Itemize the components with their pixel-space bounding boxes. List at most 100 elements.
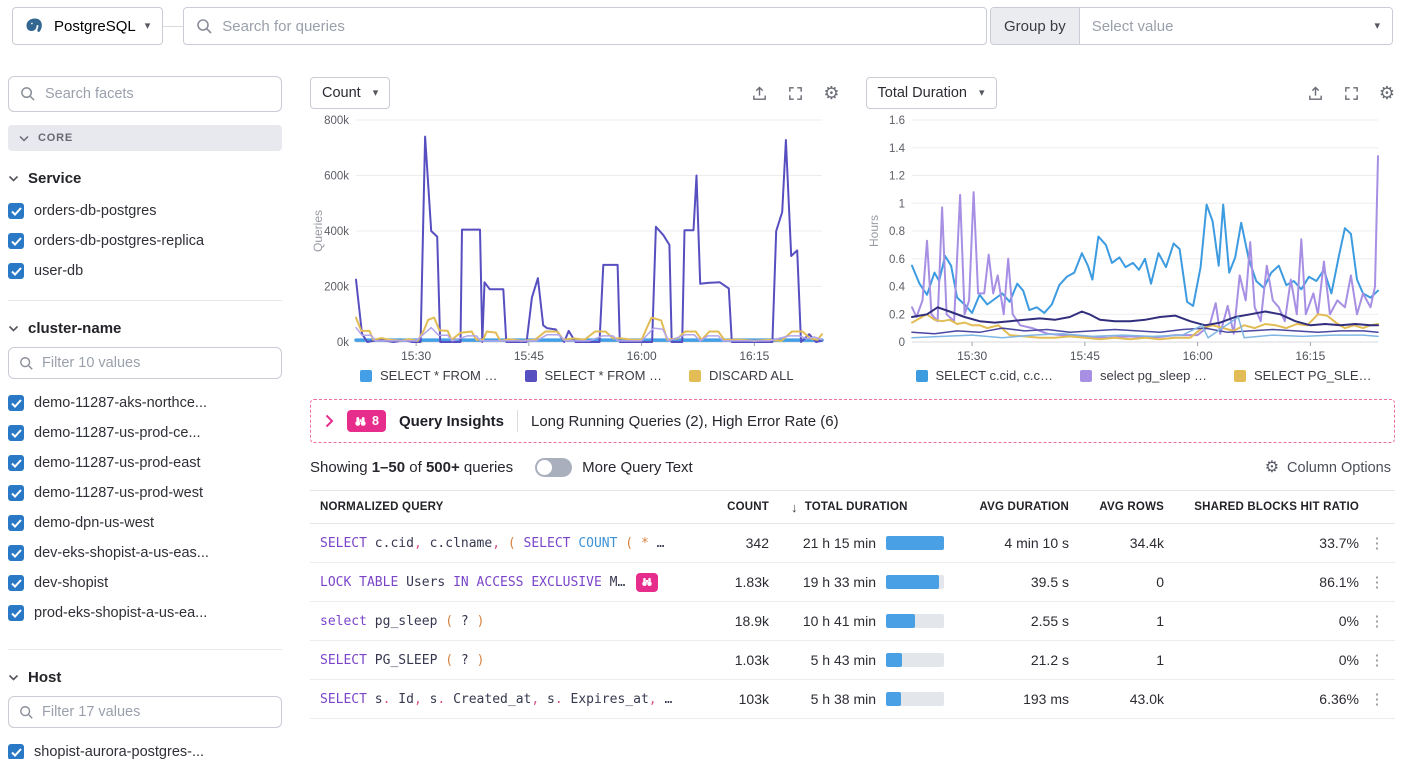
count-value: 342 — [745, 535, 769, 551]
table-row[interactable]: SELECT s. Id, s. Created_at, s. Expires_… — [310, 680, 1395, 719]
table-row[interactable]: select pg_sleep ( ? ) 18.9k 10 h 41 min 2.5… — [310, 602, 1395, 641]
legend-item[interactable]: DISCARD ALL — [689, 368, 794, 383]
facet-group-service[interactable]: Service — [8, 170, 282, 187]
host-filter[interactable] — [8, 696, 282, 728]
column-header-total-duration[interactable]: ↓ TOTAL DURATION — [791, 499, 908, 515]
facet-group-host[interactable]: Host — [8, 669, 282, 686]
facet-checkbox-item[interactable]: orders-db-postgres-replica — [8, 226, 282, 256]
checkbox-checked[interactable] — [8, 744, 24, 759]
query-search-input[interactable] — [222, 17, 974, 35]
checkbox-checked[interactable] — [8, 515, 24, 531]
svg-text:0k: 0k — [337, 337, 349, 349]
hit-ratio-value: 86.1% — [1319, 574, 1359, 590]
insight-binoculars-badge[interactable] — [636, 572, 659, 592]
normalized-query-cell: SELECT s. Id, s. Created_at, s. Expires_… — [320, 691, 673, 707]
duration-chart[interactable]: 0 0.2 0.4 0.6 0.8 1 1.2 1.4 1.6 15:30 15:45 16:00 16… — [866, 110, 1386, 366]
table-row[interactable]: LOCK TABLE Users IN ACCESS EXCLUSIVE M… 1… — [310, 563, 1395, 602]
query-insights-banner[interactable]: 8 Query Insights Long Running Queries (2… — [310, 399, 1395, 443]
legend-item[interactable]: SELECT c.cid, c.c… — [915, 368, 1053, 383]
chevron-down-icon — [19, 135, 29, 142]
column-header-normalized-query[interactable]: NORMALIZED QUERY — [320, 501, 444, 513]
legend-swatch — [524, 369, 537, 382]
column-header-count[interactable]: COUNT — [727, 501, 769, 513]
gear-icon[interactable]: ⚙ — [823, 83, 840, 103]
cluster-filter-input[interactable] — [42, 355, 271, 371]
table-row[interactable]: SELECT PG_SLEEP ( ? ) 1.03k 5 h 43 min 21.2… — [310, 641, 1395, 680]
avg-rows-value: 1 — [1156, 652, 1164, 668]
insights-count-badge: 8 — [347, 410, 386, 432]
kebab-menu-icon[interactable]: ⋮ — [1369, 535, 1385, 552]
legend-item[interactable]: SELECT * FROM … — [524, 368, 662, 383]
facet-checkbox-item[interactable]: demo-11287-aks-northce... — [8, 388, 282, 418]
column-header-avg-duration[interactable]: AVG DURATION — [979, 501, 1069, 513]
checkbox-checked[interactable] — [8, 233, 24, 249]
checkbox-checked[interactable] — [8, 425, 24, 441]
facet-checkbox-item[interactable]: demo-11287-us-prod-west — [8, 478, 282, 508]
facet-checkbox-item[interactable]: dev-eks-shopist-a-us-eas... — [8, 538, 282, 568]
checkbox-checked[interactable] — [8, 485, 24, 501]
facet-checkbox-item[interactable]: dev-shopist — [8, 568, 282, 598]
count-chart[interactable]: 0k 200k 400k 600k 800k 15:30 15:45 16:00 16:15 Qu… — [310, 110, 830, 366]
kebab-menu-icon[interactable]: ⋮ — [1369, 574, 1385, 591]
query-search[interactable] — [183, 7, 987, 45]
checkbox-checked[interactable] — [8, 203, 24, 219]
legend-item[interactable]: SELECT PG_SLE… — [1233, 368, 1372, 383]
fullscreen-icon[interactable] — [787, 85, 804, 102]
normalized-query-cell: select pg_sleep ( ? ) — [320, 613, 485, 629]
checkbox-checked[interactable] — [8, 455, 24, 471]
facet-checkbox-item[interactable]: demo-dpn-us-west — [8, 508, 282, 538]
duration-metric-select[interactable]: Total Duration ▾ — [865, 77, 997, 109]
content-area: Count ▾ ⚙ 0k 200k 400k 600k 800k 15:30 15:45 16… — [294, 52, 1405, 759]
column-header-hit-ratio[interactable]: SHARED BLOCKS HIT RATIO — [1194, 501, 1359, 513]
facet-checkbox-item[interactable]: prod-eks-shopist-a-us-ea... — [8, 598, 282, 628]
facet-search[interactable] — [8, 76, 282, 112]
cluster-facet-list: demo-11287-aks-northce... demo-11287-us-… — [8, 388, 282, 635]
hit-ratio-value: 0% — [1338, 613, 1359, 629]
checkbox-checked[interactable] — [8, 263, 24, 279]
table-body: SELECT c.cid, c.clname, ( SELECT COUNT (… — [310, 524, 1395, 719]
export-icon[interactable] — [1307, 85, 1324, 102]
count-metric-select[interactable]: Count ▾ — [310, 77, 391, 109]
checkbox-checked[interactable] — [8, 395, 24, 411]
host-filter-input[interactable] — [42, 704, 271, 720]
facet-checkbox-item[interactable]: orders-db-postgres — [8, 196, 282, 226]
datasource-dropdown[interactable]: PostgreSQL ▾ — [12, 7, 164, 45]
facet-checkbox-item[interactable]: demo-11287-us-prod-east — [8, 448, 282, 478]
total-duration-cell: 5 h 43 min — [769, 652, 954, 668]
avg-rows-value: 43.0k — [1129, 691, 1164, 707]
legend-item[interactable]: SELECT * FROM … — [360, 368, 498, 383]
cluster-filter[interactable] — [8, 347, 282, 379]
facet-search-input[interactable] — [45, 86, 270, 102]
fullscreen-icon[interactable] — [1343, 85, 1360, 102]
insights-summary: Long Running Queries (2), High Error Rat… — [530, 412, 839, 430]
legend-item[interactable]: select pg_sleep … — [1080, 368, 1207, 383]
svg-text:1.4: 1.4 — [889, 143, 906, 155]
core-section-header[interactable]: CORE — [8, 125, 282, 151]
svg-text:1.6: 1.6 — [889, 115, 905, 127]
table-row[interactable]: SELECT c.cid, c.clname, ( SELECT COUNT (… — [310, 524, 1395, 563]
export-icon[interactable] — [751, 85, 768, 102]
column-options-button[interactable]: ⚙ Column Options — [1264, 458, 1391, 476]
checkbox-checked[interactable] — [8, 605, 24, 621]
svg-text:15:30: 15:30 — [401, 349, 431, 363]
gear-icon[interactable]: ⚙ — [1378, 83, 1395, 103]
table-header-row: NORMALIZED QUERY COUNT ↓ TOTAL DURATION … — [310, 490, 1395, 524]
more-query-text-toggle[interactable] — [535, 458, 573, 477]
facet-checkbox-item[interactable]: shopist-aurora-postgres-... — [8, 737, 282, 759]
group-by-select[interactable]: Select value ▾ — [1079, 8, 1392, 44]
checkbox-checked[interactable] — [8, 575, 24, 591]
column-header-avg-rows[interactable]: AVG ROWS — [1099, 501, 1164, 513]
facet-group-cluster-name[interactable]: cluster-name — [8, 320, 282, 337]
core-label: CORE — [38, 132, 73, 144]
facet-checkbox-item[interactable]: user-db — [8, 256, 282, 286]
chevron-down-icon — [8, 175, 19, 182]
chevron-right-icon[interactable] — [325, 414, 334, 428]
kebab-menu-icon[interactable]: ⋮ — [1369, 613, 1385, 630]
facet-checkbox-item[interactable]: demo-11287-us-prod-ce... — [8, 418, 282, 448]
normalized-query-cell: LOCK TABLE Users IN ACCESS EXCLUSIVE M… — [310, 572, 694, 592]
kebab-menu-icon[interactable]: ⋮ — [1369, 652, 1385, 669]
kebab-menu-icon[interactable]: ⋮ — [1369, 691, 1385, 708]
facet-checkbox-item[interactable]: prod-eks-shopist-a-us-w — [8, 628, 282, 635]
checkbox-checked[interactable] — [8, 545, 24, 561]
svg-text:1.2: 1.2 — [889, 171, 905, 183]
